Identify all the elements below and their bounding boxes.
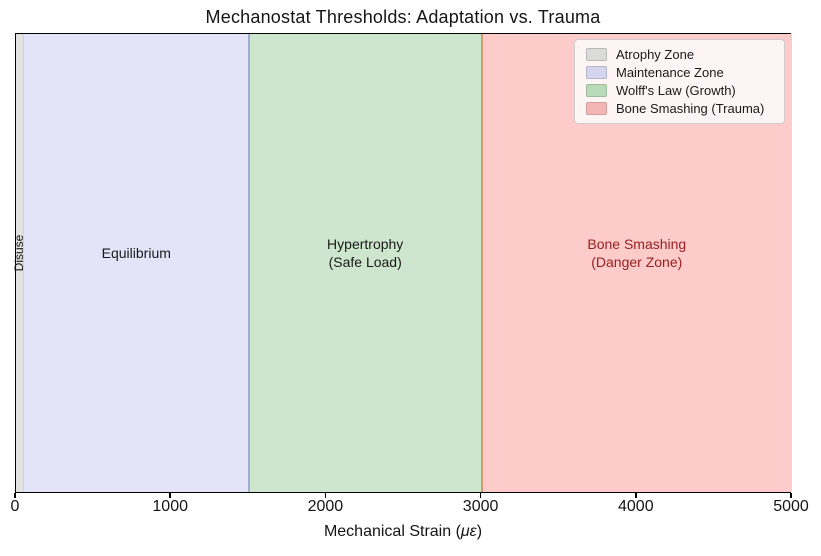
x-axis-title-close: ) xyxy=(476,523,483,540)
x-tick-label-4000: 4000 xyxy=(618,498,654,515)
legend: Atrophy Zone Maintenance Zone Wolff's Law … xyxy=(574,39,785,124)
x-axis-title: Mechanical Strain (με) xyxy=(15,523,791,541)
zone-wolff-s-law-growth: Hypertrophy (Safe Load) xyxy=(248,34,482,492)
x-tick-mark-4000 xyxy=(635,493,637,498)
x-tick-mark-0 xyxy=(14,493,16,498)
zone-label-hypertrophy: Hypertrophy (Safe Load) xyxy=(327,235,404,270)
legend-entry-wolff-s-law-growth: Wolff's Law (Growth) xyxy=(575,83,784,98)
x-tick-mark-1000 xyxy=(169,493,171,498)
x-axis-title-math: με xyxy=(460,523,477,540)
x-tick-label-2000: 2000 xyxy=(307,498,344,515)
x-tick-mark-2000 xyxy=(324,493,327,498)
legend-entry-maintenance-zone: Maintenance Zone xyxy=(575,65,784,80)
zone-atrophy-zone: Disuse xyxy=(12,34,26,492)
legend-label-atrophy-zone: Atrophy Zone xyxy=(616,47,695,62)
x-tick-label-1000: 1000 xyxy=(152,498,188,515)
x-tick-label-0: 0 xyxy=(10,498,20,515)
legend-entry-atrophy-zone: Atrophy Zone xyxy=(575,47,784,62)
x-tick-label-3000: 3000 xyxy=(462,498,499,515)
x-tick-mark-5000 xyxy=(790,493,792,498)
legend-swatch-atrophy-zone xyxy=(586,48,607,61)
zone-maintenance-zone: Equilibrium xyxy=(23,34,249,492)
threshold-line-1500 xyxy=(248,34,250,492)
legend-swatch-bone-smashing-trauma xyxy=(586,102,607,115)
legend-label-bone-smashing-trauma: Bone Smashing (Trauma) xyxy=(616,101,765,116)
x-axis-title-text: Mechanical Strain ( xyxy=(323,523,461,540)
x-tick-label-5000: 5000 xyxy=(773,498,809,515)
chart-title: Mechanostat Thresholds: Adaptation vs. T… xyxy=(205,7,601,27)
zone-label-bone-smashing: Bone Smashing (Danger Zone) xyxy=(587,235,687,270)
threshold-line-3000 xyxy=(480,34,483,492)
plot-area: Disuse Equilibrium Hypertrophy (Safe Load)… xyxy=(12,33,792,493)
zone-label-equilibrium: Equilibrium xyxy=(101,244,171,261)
threshold-line-50 xyxy=(23,34,25,492)
x-tick-mark-3000 xyxy=(479,493,482,498)
legend-swatch-wolff-s-law-growth xyxy=(586,84,607,97)
legend-label-wolff-s-law-growth: Wolff's Law (Growth) xyxy=(616,83,736,98)
legend-entry-bone-smashing-trauma: Bone Smashing (Trauma) xyxy=(575,101,784,116)
legend-label-maintenance-zone: Maintenance Zone xyxy=(616,65,724,80)
legend-swatch-maintenance-zone xyxy=(586,66,607,79)
